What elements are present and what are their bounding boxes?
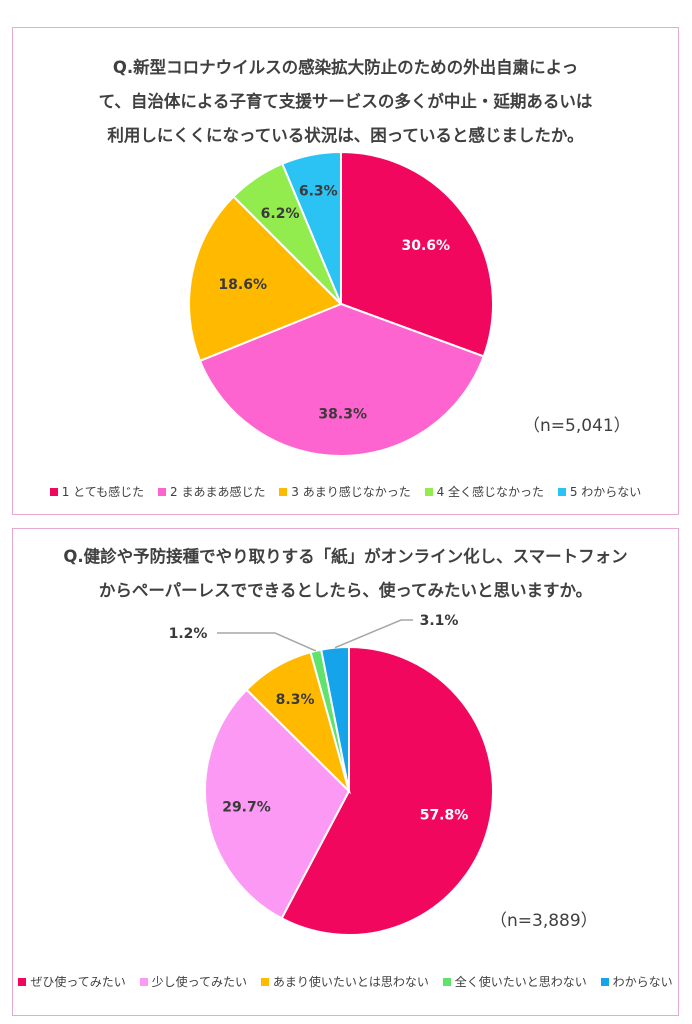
- legend-item: ぜひ使ってみたい: [18, 973, 126, 990]
- legend-swatch: [442, 978, 451, 986]
- title-line: からペーパーレスでできるとしたら、使ってみたいと思いますか。: [98, 581, 593, 600]
- sample-size-label: （n=5,041）: [523, 416, 631, 436]
- title-line: Q.新型コロナウイルスの感染拡大防止のための外出自粛によっ: [112, 58, 579, 77]
- legend-swatch: [18, 978, 27, 986]
- legend-label: わからない: [612, 975, 673, 989]
- slice-data-label: 30.6%: [402, 238, 451, 254]
- pie-slice: [340, 150, 494, 358]
- chart-title-1: Q.新型コロナウイルスの感染拡大防止のための外出自粛によっ て、自治体による子育…: [13, 51, 678, 153]
- title-line: て、自治体による子育て支援サービスの多くが中止・延期あるいは: [98, 92, 593, 111]
- legend-swatch: [424, 488, 433, 496]
- chart-panel-2: Q.健診や予防接種でやり取りする「紙」がオンライン化し、スマートフォン からペー…: [12, 528, 679, 1016]
- pie-slice: [281, 150, 342, 305]
- slice-data-label: 6.2%: [261, 206, 300, 222]
- slice-data-label: 18.6%: [218, 277, 267, 293]
- legend-item: わからない: [600, 973, 673, 990]
- legend-swatch: [139, 978, 148, 986]
- slice-data-label: 1.2%: [169, 626, 208, 642]
- sample-size-label: （n=3,889）: [490, 911, 598, 931]
- legend-label: 5 わからない: [569, 485, 642, 499]
- legend-swatch: [600, 978, 609, 986]
- legend-item: 4 全く感じなかった: [424, 483, 545, 500]
- legend-label: あまり使いたいとは思わない: [272, 975, 429, 989]
- pie-slice: [198, 302, 485, 457]
- legend-item: 2 まあまあ感じた: [158, 483, 265, 500]
- slice-data-label: 3.1%: [420, 613, 459, 629]
- slice-data-label: 6.3%: [299, 184, 338, 200]
- legend-swatch: [49, 488, 58, 496]
- legend-swatch: [279, 488, 288, 496]
- slice-data-label: 8.3%: [276, 692, 315, 708]
- pie-slice: [204, 688, 351, 920]
- pie-chart-2: 57.8% 29.7% 8.3% 1.2% 3.1%: [169, 613, 494, 936]
- legend-item: 5 わからない: [557, 483, 642, 500]
- legend-item: あまり使いたいとは思わない: [260, 973, 429, 990]
- leader-line: [334, 619, 413, 649]
- legend-item: 少し使ってみたい: [139, 973, 248, 990]
- pie-slice: [188, 195, 343, 363]
- pie-slice: [280, 645, 494, 936]
- slice-data-label: 29.7%: [222, 800, 271, 816]
- pie-chart-1: 30.6% 38.3% 18.6% 6.2% 6.3%: [188, 150, 494, 457]
- legend-swatch: [260, 978, 269, 986]
- legend-item: 3 あまり感じなかった: [279, 483, 411, 500]
- legend-label: 全く使いたいと思わない: [454, 975, 587, 989]
- legend-label: ぜひ使ってみたい: [30, 975, 126, 989]
- legend-swatch: [158, 488, 167, 496]
- slice-data-label: 57.8%: [420, 808, 469, 824]
- legend-swatch: [557, 488, 566, 496]
- legend-label: 2 まあまあ感じた: [170, 485, 266, 499]
- legend-label: 少し使ってみたい: [151, 975, 248, 989]
- legend: ぜひ使ってみたい 少し使ってみたい あまり使いたいとは思わない 全く使いたいと思…: [13, 973, 678, 990]
- leader-line: [217, 632, 317, 652]
- legend-label: 1 とても感じた: [61, 485, 145, 499]
- legend-item: 全く使いたいと思わない: [442, 973, 587, 990]
- chart-panel-1: Q.新型コロナウイルスの感染拡大防止のための外出自粛によっ て、自治体による子育…: [12, 27, 679, 515]
- title-line: 利用しにくくになっている状況は、困っていると感じましたか。: [107, 126, 584, 145]
- legend-label: 3 あまり感じなかった: [291, 485, 411, 499]
- legend-item: 1 とても感じた: [49, 483, 145, 500]
- chart-title-2: Q.健診や予防接種でやり取りする「紙」がオンライン化し、スマートフォン からペー…: [13, 540, 678, 608]
- title-line: Q.健診や予防接種でやり取りする「紙」がオンライン化し、スマートフォン: [63, 547, 628, 566]
- legend: 1 とても感じた 2 まあまあ感じた 3 あまり感じなかった 4 全く感じなかっ…: [13, 483, 678, 500]
- legend-label: 4 全く感じなかった: [436, 485, 545, 499]
- slice-data-label: 38.3%: [318, 406, 367, 422]
